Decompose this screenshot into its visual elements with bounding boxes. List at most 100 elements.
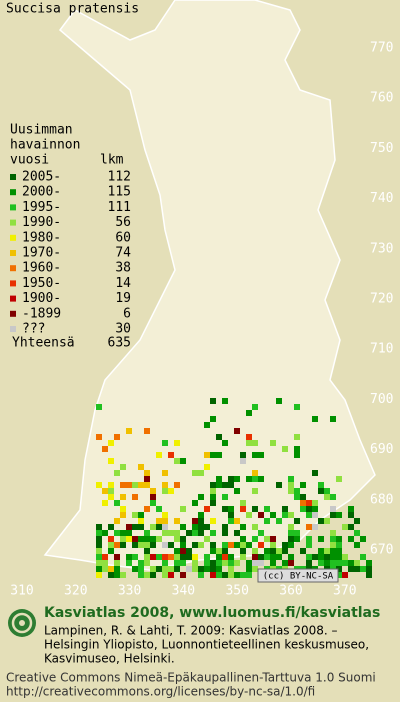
occurrence-cell <box>198 518 204 524</box>
citation-line: Kasvimuseo, Helsinki. <box>44 652 175 666</box>
occurrence-cell <box>174 518 180 524</box>
occurrence-cell <box>144 542 150 548</box>
occurrence-cell <box>216 554 222 560</box>
occurrence-cell <box>360 536 366 542</box>
occurrence-cell <box>180 524 186 530</box>
y-grid-label: 750 <box>370 141 393 156</box>
occurrence-cell <box>162 542 168 548</box>
occurrence-cell <box>108 542 114 548</box>
occurrence-cell <box>210 500 216 506</box>
legend-label: 1960- <box>22 261 61 276</box>
occurrence-cell <box>246 440 252 446</box>
occurrence-cell <box>204 560 210 566</box>
y-grid-label: 680 <box>370 492 393 507</box>
legend-label: 2000- <box>22 185 61 200</box>
occurrence-cell <box>144 572 150 578</box>
occurrence-cell <box>168 530 174 536</box>
occurrence-cell <box>144 428 150 434</box>
occurrence-cell <box>162 566 168 572</box>
x-grid-label: 340 <box>172 584 195 599</box>
occurrence-cell <box>96 404 102 410</box>
occurrence-cell <box>366 572 372 578</box>
occurrence-cell <box>330 542 336 548</box>
occurrence-cell <box>228 482 234 488</box>
occurrence-cell <box>96 554 102 560</box>
occurrence-cell <box>198 524 204 530</box>
occurrence-cell <box>174 548 180 554</box>
occurrence-cell <box>216 560 222 566</box>
y-grid-label: 730 <box>370 241 393 256</box>
occurrence-cell <box>348 524 354 530</box>
occurrence-cell <box>198 572 204 578</box>
occurrence-cell <box>180 458 186 464</box>
occurrence-cell <box>114 566 120 572</box>
y-grid-label: 740 <box>370 191 393 206</box>
occurrence-cell <box>192 566 198 572</box>
occurrence-cell <box>96 542 102 548</box>
occurrence-cell <box>348 506 354 512</box>
legend-label: 1980- <box>22 230 61 245</box>
occurrence-cell <box>120 512 126 518</box>
occurrence-cell <box>180 554 186 560</box>
occurrence-cell <box>108 458 114 464</box>
occurrence-cell <box>306 512 312 518</box>
occurrence-cell <box>258 530 264 536</box>
occurrence-cell <box>192 530 198 536</box>
occurrence-cell <box>192 500 198 506</box>
occurrence-cell <box>186 566 192 572</box>
occurrence-cell <box>246 476 252 482</box>
occurrence-cell <box>366 566 372 572</box>
occurrence-cell <box>96 434 102 440</box>
legend-swatch <box>10 189 16 196</box>
occurrence-cell <box>270 560 276 566</box>
occurrence-cell <box>312 470 318 476</box>
occurrence-cell <box>162 488 168 494</box>
occurrence-cell <box>114 542 120 548</box>
occurrence-cell <box>288 488 294 494</box>
occurrence-cell <box>234 530 240 536</box>
occurrence-cell <box>234 542 240 548</box>
occurrence-cell <box>222 572 228 578</box>
occurrence-cell <box>330 506 336 512</box>
x-grid-label: 360 <box>279 584 302 599</box>
occurrence-cell <box>138 518 144 524</box>
occurrence-cell <box>216 482 222 488</box>
occurrence-cell <box>228 560 234 566</box>
occurrence-cell <box>156 536 162 542</box>
occurrence-cell <box>174 536 180 542</box>
occurrence-cell <box>216 434 222 440</box>
occurrence-cell <box>246 410 252 416</box>
occurrence-cell <box>252 470 258 476</box>
occurrence-cell <box>126 482 132 488</box>
occurrence-cell <box>144 470 150 476</box>
occurrence-cell <box>336 476 342 482</box>
occurrence-cell <box>150 566 156 572</box>
legend-count: 38 <box>115 261 131 276</box>
occurrence-cell <box>174 482 180 488</box>
occurrence-cell <box>228 572 234 578</box>
legend-count-heading: lkm <box>100 153 124 168</box>
occurrence-cell <box>228 566 234 572</box>
occurrence-cell <box>132 494 138 500</box>
occurrence-cell <box>222 482 228 488</box>
occurrence-cell <box>252 452 258 458</box>
occurrence-cell <box>144 482 150 488</box>
occurrence-cell <box>180 536 186 542</box>
legend-count: 30 <box>115 322 131 337</box>
occurrence-cell <box>138 536 144 542</box>
occurrence-cell <box>324 518 330 524</box>
occurrence-cell <box>138 482 144 488</box>
license-badge: (cc) BY-NC-SA <box>263 572 334 582</box>
occurrence-cell <box>330 512 336 518</box>
y-grid-label: 670 <box>370 543 393 558</box>
occurrence-cell <box>228 476 234 482</box>
occurrence-cell <box>120 506 126 512</box>
occurrence-cell <box>162 530 168 536</box>
citation-line: Lampinen, R. & Lahti, T. 2009: Kasviatla… <box>44 624 338 638</box>
occurrence-cell <box>180 542 186 548</box>
occurrence-cell <box>270 440 276 446</box>
occurrence-cell <box>234 428 240 434</box>
occurrence-cell <box>198 530 204 536</box>
occurrence-cell <box>144 560 150 566</box>
occurrence-cell <box>180 506 186 512</box>
